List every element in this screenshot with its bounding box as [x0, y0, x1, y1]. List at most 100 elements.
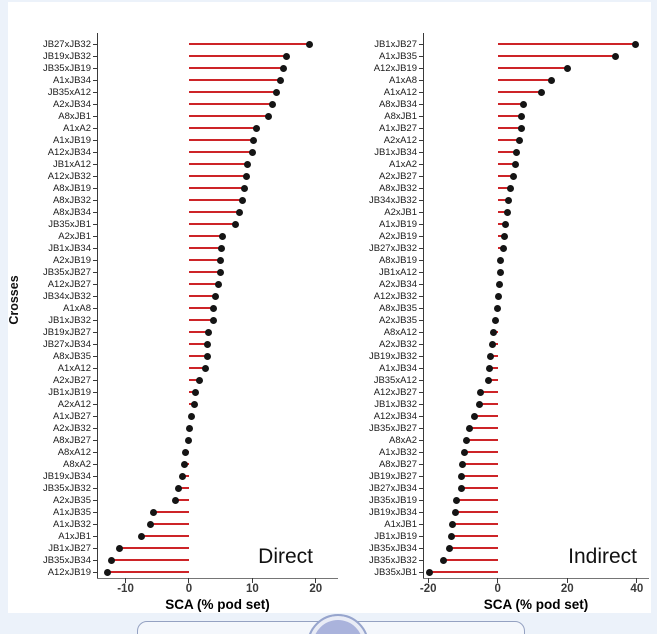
lollipop-stem	[188, 222, 236, 226]
lollipop-stem	[497, 78, 552, 82]
lollipop-stem	[188, 174, 247, 178]
category-label: A1xA2	[389, 158, 417, 170]
data-point	[517, 124, 525, 132]
category-label: A8xJB34	[52, 206, 91, 218]
y-axis-line	[97, 33, 99, 578]
category-label: JB19xJB34	[368, 506, 417, 518]
data-point	[511, 160, 519, 168]
data-point	[149, 508, 157, 516]
category-label: A8xJB27	[52, 434, 91, 446]
y-tick	[419, 115, 423, 117]
lollipop-stem	[188, 114, 269, 118]
category-label: JB27xJB32	[42, 38, 91, 50]
y-tick	[419, 139, 423, 141]
data-point	[445, 544, 453, 552]
category-label: A1xJB1	[58, 530, 91, 542]
y-tick	[93, 115, 97, 117]
lollipop-stem	[188, 330, 209, 334]
data-point	[204, 340, 212, 348]
lollipop-stem	[469, 426, 498, 430]
data-point	[181, 460, 189, 468]
data-point	[504, 208, 512, 216]
y-tick	[419, 355, 423, 357]
y-tick	[93, 67, 97, 69]
lollipop-stem	[188, 138, 254, 142]
data-point	[506, 184, 514, 192]
category-label: A1xJB1	[384, 518, 417, 530]
y-tick	[93, 91, 97, 93]
y-tick	[93, 271, 97, 273]
y-tick	[93, 439, 97, 441]
category-label: JB19xJB32	[368, 350, 417, 362]
category-label: A1xA12	[383, 86, 417, 98]
lollipop-stem	[188, 186, 245, 190]
panel-annotation: Indirect	[568, 545, 637, 568]
lollipop-stem	[188, 90, 277, 94]
y-tick	[419, 319, 423, 321]
data-point	[476, 400, 484, 408]
y-tick	[419, 127, 423, 129]
data-point	[191, 388, 199, 396]
lollipop-stem	[456, 498, 498, 502]
y-tick	[93, 463, 97, 465]
y-tick	[93, 403, 97, 405]
lollipop-stem	[188, 198, 243, 202]
lollipop-stem	[455, 510, 498, 514]
lollipop-stem	[188, 66, 284, 70]
category-label: JB35xJB27	[42, 266, 91, 278]
y-tick	[419, 247, 423, 249]
category-label: JB35xJB34	[42, 554, 91, 566]
panel-annotation: Direct	[258, 545, 313, 568]
data-point	[457, 484, 465, 492]
lollipop-stem	[497, 174, 514, 178]
y-tick	[419, 403, 423, 405]
data-point	[201, 364, 209, 372]
x-tick-label: 0	[494, 583, 501, 595]
category-label: JB35xA12	[47, 86, 91, 98]
category-label: A2xJB32	[52, 422, 91, 434]
data-point	[210, 304, 218, 312]
data-point	[187, 412, 195, 420]
lollipop-stem	[188, 342, 208, 346]
category-label: JB1xA12	[52, 158, 91, 170]
y-tick	[93, 235, 97, 237]
lollipop-stem	[461, 486, 498, 490]
category-label: A1xJB32	[378, 446, 417, 458]
y-tick	[419, 535, 423, 537]
y-tick	[419, 283, 423, 285]
y-tick	[419, 343, 423, 345]
y-tick	[93, 523, 97, 525]
data-point	[488, 340, 496, 348]
data-point	[209, 316, 217, 324]
category-label: A2xA12	[57, 398, 91, 410]
data-point	[494, 304, 502, 312]
category-label: A8xJB1	[58, 110, 91, 122]
y-tick	[93, 199, 97, 201]
x-tick	[566, 578, 568, 583]
category-label: JB1xJB27	[48, 542, 91, 554]
category-label: A2xJB34	[52, 98, 91, 110]
y-tick	[419, 259, 423, 261]
data-point	[485, 364, 493, 372]
category-label: A2xJB1	[58, 230, 91, 242]
data-point	[174, 484, 182, 492]
data-point	[501, 232, 509, 240]
lollipop-stem	[497, 66, 568, 70]
lollipop-stem	[188, 102, 273, 106]
y-tick	[419, 307, 423, 309]
y-tick	[93, 139, 97, 141]
data-point	[518, 112, 526, 120]
y-tick	[419, 175, 423, 177]
lollipop-stem	[141, 534, 189, 538]
y-tick	[93, 343, 97, 345]
category-label: A1xJB35	[52, 506, 91, 518]
category-label: A2xJB35	[52, 494, 91, 506]
category-label: A1xJB19	[378, 218, 417, 230]
lollipop-stem	[474, 414, 498, 418]
data-point	[242, 172, 250, 180]
y-tick	[93, 79, 97, 81]
y-tick	[419, 79, 423, 81]
x-tick	[636, 578, 638, 583]
category-label: A1xJB34	[378, 362, 417, 374]
y-tick	[93, 511, 97, 513]
